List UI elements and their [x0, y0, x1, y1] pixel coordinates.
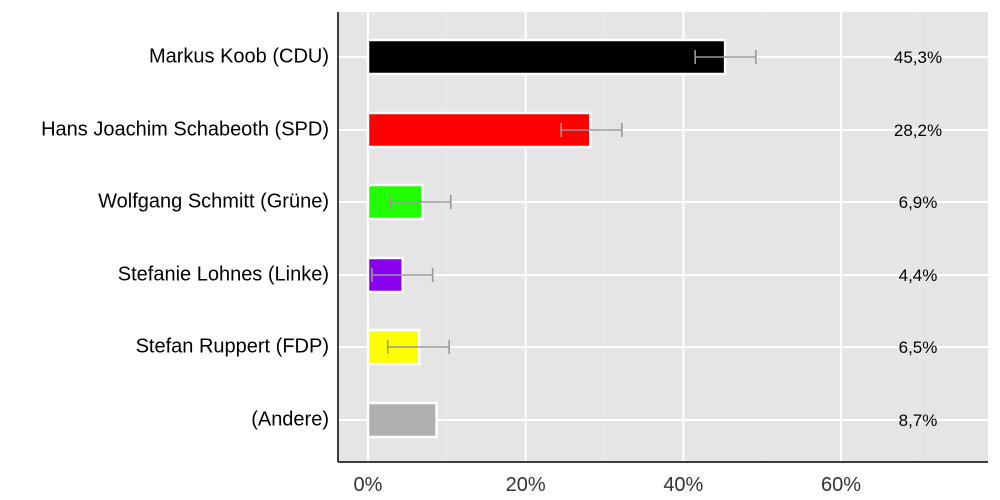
- category-label: (Andere): [251, 408, 329, 431]
- x-tick-label: 40%: [663, 474, 703, 496]
- category-label: Stefan Ruppert (FDP): [135, 335, 329, 358]
- bar: [366, 401, 438, 439]
- value-label: 8,7%: [899, 411, 938, 430]
- value-labels: 45,3% 28,2% 6,9% 4,4% 6,5% 8,7%: [894, 48, 942, 430]
- value-label: 6,5%: [899, 338, 938, 357]
- error-bars: [371, 50, 757, 354]
- x-tick-label: 20%: [506, 474, 546, 496]
- value-label: 45,3%: [894, 48, 942, 67]
- category-label: Hans Joachim Schabeoth (SPD): [41, 118, 329, 141]
- bar: [366, 38, 727, 76]
- x-tick-label: 0%: [354, 474, 383, 496]
- category-label: Wolfgang Schmitt (Grüne): [98, 190, 329, 213]
- category-label: Markus Koob (CDU): [148, 45, 329, 68]
- bar: [366, 111, 592, 149]
- x-axis-tick-labels: 0% 20% 40% 60%: [354, 474, 862, 496]
- value-label: 28,2%: [894, 121, 942, 140]
- value-label: 6,9%: [899, 193, 938, 212]
- category-label: Stefanie Lohnes (Linke): [117, 263, 329, 286]
- x-tick-label: 60%: [821, 474, 861, 496]
- minor-gridlines: [446, 12, 921, 462]
- value-label: 4,4%: [899, 266, 938, 285]
- plot-panel: [338, 12, 988, 462]
